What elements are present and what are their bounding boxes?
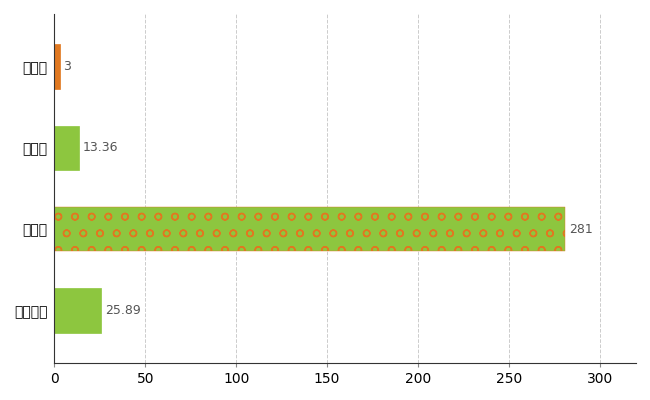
Text: 281: 281 [569, 222, 593, 236]
Bar [55, 288, 101, 333]
Text: 13.36: 13.36 [83, 141, 118, 154]
Text: 3: 3 [64, 60, 72, 73]
Text: 25.89: 25.89 [105, 304, 141, 317]
Bar [55, 44, 60, 89]
Bar [55, 126, 79, 170]
Bar [55, 207, 566, 252]
